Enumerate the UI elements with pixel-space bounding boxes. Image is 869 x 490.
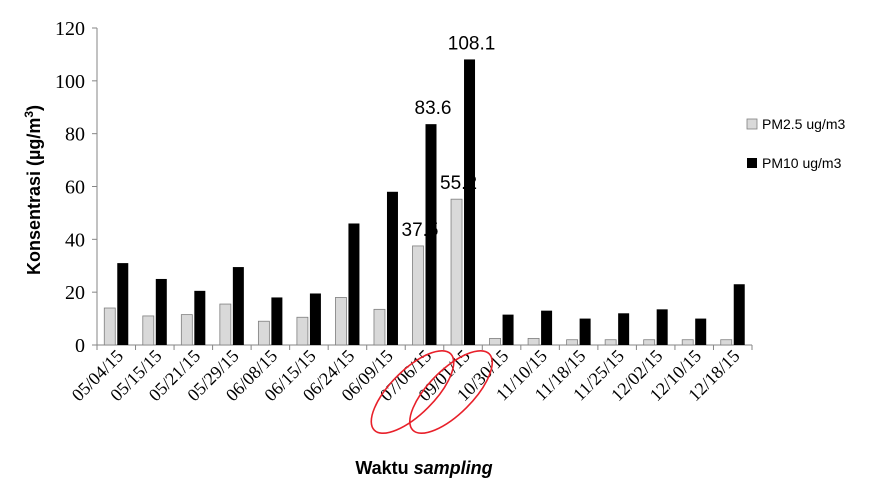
bar-pm10 bbox=[348, 223, 360, 345]
bar-pm25 bbox=[566, 339, 579, 346]
bars bbox=[103, 59, 745, 346]
bar-pm25 bbox=[604, 339, 617, 346]
axes bbox=[92, 27, 753, 350]
bar-pm10 bbox=[194, 290, 206, 345]
bar-pm10 bbox=[695, 318, 707, 345]
x-axis-title-main: Waktu bbox=[355, 458, 413, 478]
y-tick-label: 60 bbox=[65, 177, 85, 199]
data-label: 83.6 bbox=[415, 98, 452, 119]
bar-pm10 bbox=[733, 284, 745, 345]
bar-pm25 bbox=[643, 339, 656, 346]
y-axis-title-sup: 3 bbox=[22, 111, 36, 118]
bar-pm25 bbox=[527, 337, 540, 346]
bar-pm10 bbox=[656, 309, 668, 345]
y-axis-title: Konsentrasi (µg/m3) bbox=[22, 105, 44, 275]
bar-pm10 bbox=[117, 263, 129, 345]
bar-pm25 bbox=[180, 314, 193, 346]
bar-pm25 bbox=[257, 320, 270, 346]
bar-pm25 bbox=[720, 339, 733, 346]
bar-pm25 bbox=[681, 339, 694, 346]
bar-pm10 bbox=[232, 267, 244, 345]
y-axis-title-end: ) bbox=[24, 105, 44, 111]
bar-pm25 bbox=[450, 198, 463, 346]
x-axis-title-italic: sampling bbox=[414, 458, 493, 478]
bar-pm10 bbox=[502, 314, 514, 345]
legend-swatch-pm25 bbox=[746, 118, 758, 130]
y-tick-label: 120 bbox=[55, 18, 85, 40]
highlight-ellipse bbox=[370, 349, 455, 435]
y-tick-label: 40 bbox=[65, 229, 85, 251]
bar-pm10 bbox=[309, 293, 321, 345]
data-labels: 37.5 55.2 83.6 108.1 bbox=[402, 33, 496, 241]
bar-pm25 bbox=[103, 307, 116, 346]
bar-pm25 bbox=[489, 337, 501, 346]
x-tick-labels: 05/04/1505/15/1505/21/1505/29/1506/08/15… bbox=[68, 346, 744, 405]
bar-pm25 bbox=[412, 245, 424, 346]
bar-pm10 bbox=[271, 297, 283, 345]
bar-pm10 bbox=[155, 278, 167, 345]
legend-label-pm25: PM2.5 ug/m3 bbox=[762, 116, 845, 132]
bar-pm10 bbox=[618, 313, 630, 345]
bar-pm10 bbox=[464, 59, 476, 346]
legend-label-pm10: PM10 ug/m3 bbox=[762, 155, 842, 171]
bar-pm25 bbox=[373, 308, 386, 346]
data-label: 37.5 bbox=[402, 220, 439, 241]
y-tick-label: 80 bbox=[65, 124, 85, 146]
bar-pm10 bbox=[386, 191, 398, 345]
y-axis-title-main: Konsentrasi (µg/m bbox=[24, 118, 44, 275]
legend-swatch-pm10 bbox=[747, 158, 757, 168]
bar-pm10 bbox=[579, 318, 591, 345]
x-axis-title: Waktu sampling bbox=[355, 458, 492, 478]
data-label: 108.1 bbox=[448, 33, 496, 54]
legend: PM2.5 ug/m3 PM10 ug/m3 bbox=[746, 116, 845, 171]
bar-pm25 bbox=[335, 297, 347, 346]
y-tick-label: 20 bbox=[65, 282, 85, 304]
y-tick-label: 100 bbox=[55, 71, 85, 93]
bar-pm10 bbox=[425, 124, 437, 345]
bar-pm25 bbox=[296, 316, 309, 346]
bar-pm25 bbox=[219, 303, 232, 346]
bar-pm10 bbox=[541, 310, 553, 345]
bar-pm25 bbox=[142, 315, 155, 346]
highlight-ellipses bbox=[370, 349, 494, 435]
data-label: 55.2 bbox=[440, 173, 477, 194]
highlight-ellipse bbox=[408, 349, 494, 435]
y-tick-label: 0 bbox=[75, 335, 85, 357]
y-tick-labels: 0 20 40 60 80 100 120 bbox=[55, 18, 85, 357]
